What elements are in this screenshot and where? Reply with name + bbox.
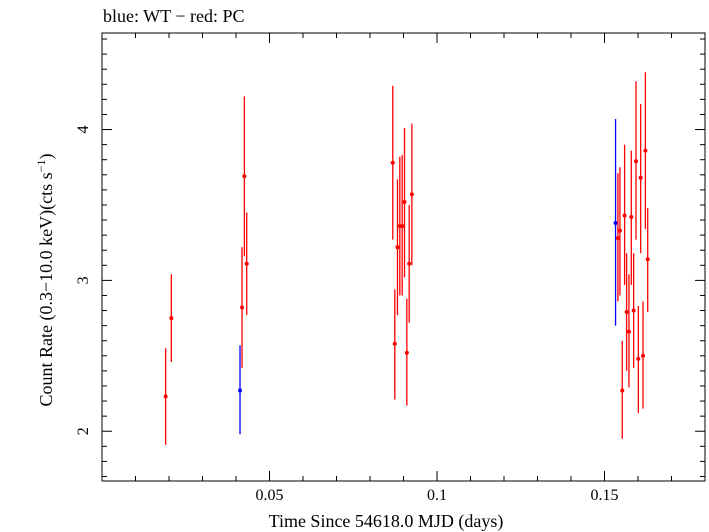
data-point xyxy=(643,148,648,153)
data-point xyxy=(622,213,627,218)
data-point xyxy=(638,175,643,180)
data-point xyxy=(400,224,405,229)
data-point xyxy=(407,261,412,266)
series-layer xyxy=(163,72,650,445)
data-point xyxy=(240,305,245,310)
plot-border xyxy=(101,32,706,482)
y-axis-label-end: ) xyxy=(36,154,57,160)
data-point xyxy=(404,350,409,355)
data-point xyxy=(615,236,620,241)
x-axis-ticks: 0.05 0.1 0.15 xyxy=(135,33,672,504)
data-point xyxy=(395,245,400,250)
y-axis-label-superscript: −1 xyxy=(34,160,48,173)
series-pc xyxy=(163,72,650,445)
y-tick-label: 2 xyxy=(75,427,92,435)
y-axis-label-main: Count Rate (0.3−10.0 keV)(cts s xyxy=(36,172,57,406)
data-point xyxy=(169,316,174,321)
data-point xyxy=(244,261,249,266)
data-point xyxy=(617,228,622,233)
x-axis-label: Time Since 54618.0 MJD (days) xyxy=(269,511,504,532)
data-point xyxy=(631,308,636,313)
data-point xyxy=(629,215,634,220)
series-wt xyxy=(238,118,618,435)
data-point xyxy=(392,341,397,346)
data-point xyxy=(613,221,618,226)
data-point xyxy=(402,199,407,204)
data-point xyxy=(390,160,395,165)
data-point xyxy=(242,174,247,179)
data-point xyxy=(163,394,168,399)
plot-frame xyxy=(101,32,706,482)
y-tick-label: 3 xyxy=(75,276,92,284)
chart-title: blue: WT − red: PC xyxy=(103,6,244,26)
y-axis-label: Count Rate (0.3−10.0 keV)(cts s−1) xyxy=(34,154,57,407)
y-axis-ticks: 2 3 4 xyxy=(75,38,705,477)
data-point xyxy=(238,388,243,393)
data-point xyxy=(645,257,650,262)
x-tick-label: 0.15 xyxy=(591,487,619,504)
data-point xyxy=(409,192,414,197)
x-tick-label: 0.05 xyxy=(256,487,284,504)
data-point xyxy=(636,356,641,361)
y-tick-label: 4 xyxy=(75,126,92,134)
data-point xyxy=(620,388,625,393)
data-point xyxy=(633,159,638,164)
data-point xyxy=(624,310,629,315)
data-point xyxy=(626,329,631,334)
x-tick-label: 0.1 xyxy=(427,487,447,504)
data-point xyxy=(641,353,646,358)
